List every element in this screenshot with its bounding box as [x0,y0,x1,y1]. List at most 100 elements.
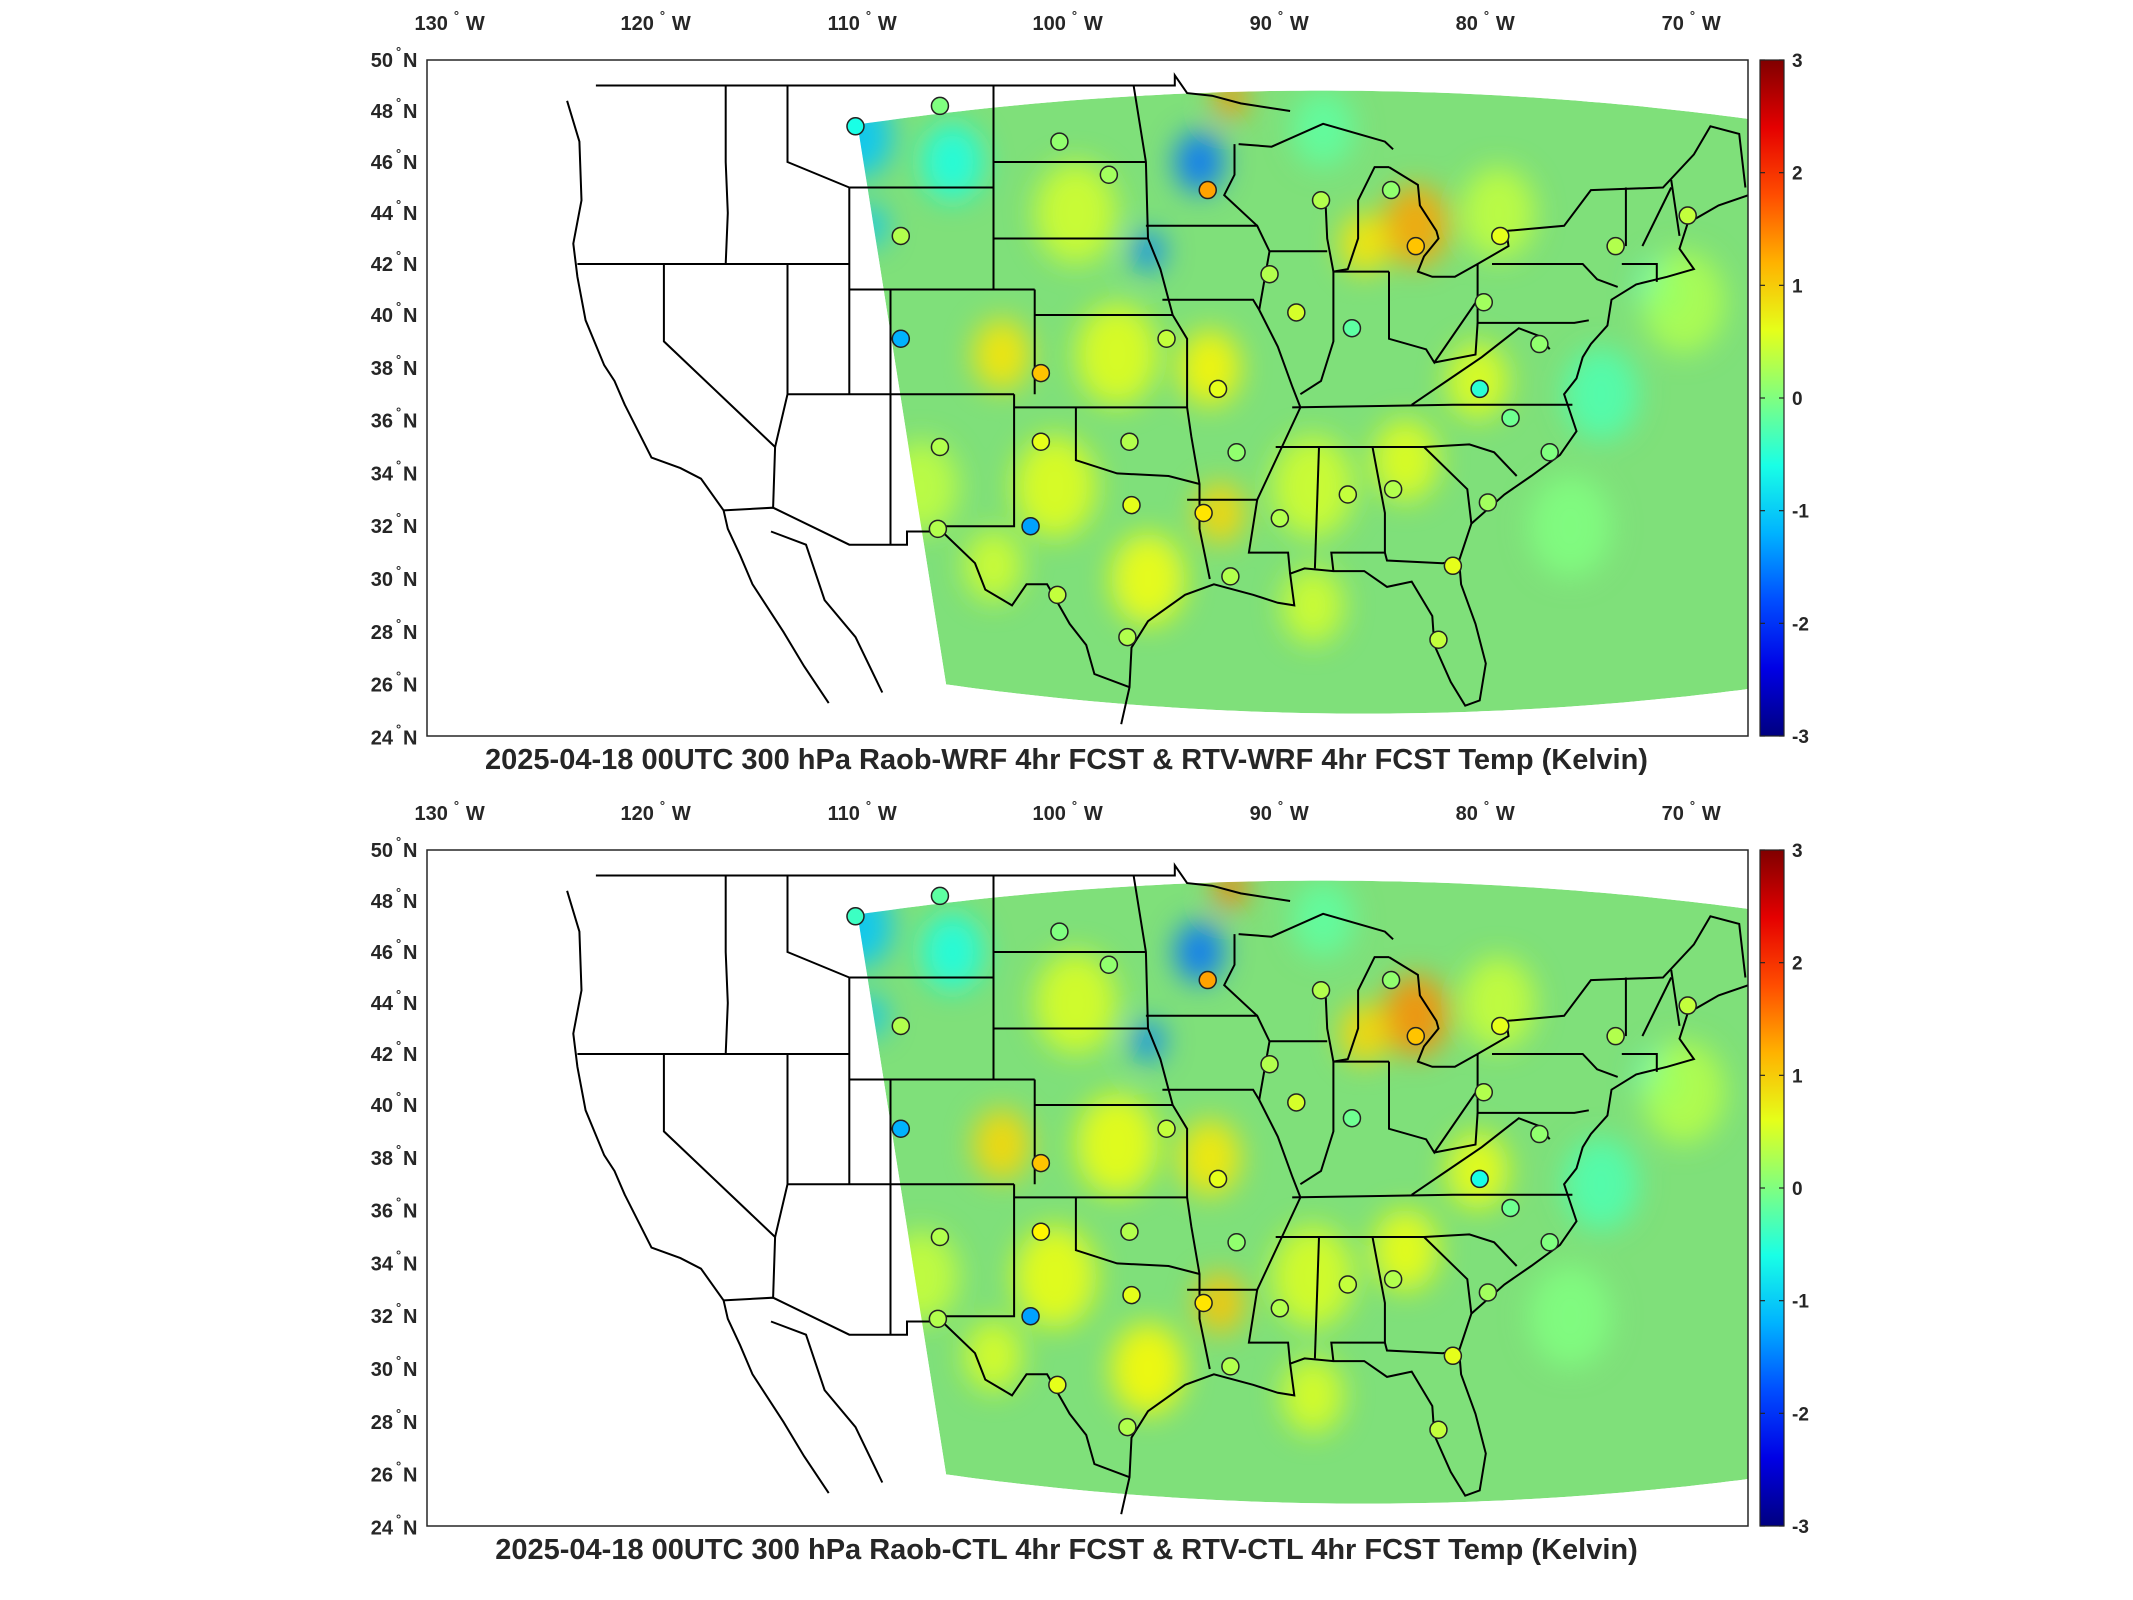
field-anomaly [1174,921,1225,983]
lat-tick-label: 28 [371,1412,393,1434]
station-marker [846,117,865,136]
station-marker [928,519,948,539]
field-anomaly [964,1320,1023,1392]
lat-tick-dir: N [403,727,417,749]
field-anomaly [1372,419,1439,502]
lat-tick-label: 24 [371,1517,394,1539]
station-marker [1270,1299,1290,1318]
degree-symbol: ° [396,563,401,578]
colorbar-tick-label: 0 [1792,1179,1803,1200]
lat-tick-label: 46 [371,152,393,174]
station-marker [930,437,950,457]
station-marker [1338,485,1358,504]
boundary-line [770,530,884,693]
lat-tick-dir: N [403,942,417,964]
lon-tick-label: 80 [1456,13,1478,35]
field-anomaly [1281,1357,1344,1434]
field-anomaly [1564,1138,1639,1231]
boundary-line [1621,1053,1658,1072]
boundary-line [1120,984,1748,1515]
station-marker [1031,363,1051,383]
field-anomaly [1529,475,1612,578]
lat-tick-label: 28 [371,622,393,644]
boundary-line [1641,977,1673,1037]
degree-symbol: ° [396,834,401,849]
station-marker [1122,495,1141,515]
station-marker [930,1227,950,1247]
boundary-line [1299,271,1335,396]
field-anomaly [1292,90,1354,168]
boundary-line [1492,263,1619,288]
field-anomaly [1461,167,1536,259]
lat-tick-dir: N [403,1253,417,1275]
degree-symbol: ° [1484,8,1489,23]
degree-symbol: ° [396,1247,401,1262]
station-marker [1050,132,1069,151]
lon-tick-dir: W [1290,803,1309,825]
degree-symbol: ° [396,1089,401,1104]
station-marker [1338,1275,1358,1294]
boundary-line [1145,1014,1328,1043]
station-marker [1157,1119,1176,1139]
panel-title-bottom: 2025-04-18 00UTC 300 hPa Raob-CTL 4hr FC… [495,1534,1638,1566]
lon-tick-dir: W [672,13,691,35]
station-marker [1470,1169,1489,1189]
lat-tick-dir: N [403,840,417,862]
lon-tick-dir: W [1496,803,1515,825]
boundaries [566,72,1748,725]
boundary-line [662,264,776,448]
station-marker [1221,567,1240,586]
station-marker [928,1309,948,1329]
lat-tick-dir: N [403,1306,417,1328]
station-marker [891,329,911,349]
map-figure-bottom: 130 ° W 120 ° W 110 ° W 100 ° W 90 ° W 80 ° W 70 ° W50 ° N48 ° N… [371,798,1810,1539]
colorbar-tick-label: -3 [1792,1517,1809,1538]
lat-tick-label: 50 [371,50,393,72]
lon-tick-label: 130 [415,803,448,825]
station-marker [1383,479,1403,499]
station-marker [1194,1293,1213,1313]
station-marker [1118,1417,1137,1437]
field-anomaly [1642,1041,1725,1144]
colorbar-tick-label: -1 [1792,1292,1809,1313]
degree-symbol: ° [396,1142,401,1157]
field-anomaly [1339,1003,1390,1065]
field-anomaly [1271,435,1355,538]
degree-symbol: ° [396,1459,401,1474]
lat-tick-dir: N [403,1095,417,1117]
lat-tick-dir: N [403,203,417,225]
boundary-line [1313,446,1320,569]
temperature-field [857,880,1748,1504]
boundary-line [724,85,729,265]
station-marker [1474,293,1494,312]
station-marker [1406,236,1426,256]
field-anomaly [964,530,1023,602]
station-marker [1474,1083,1494,1102]
degree-symbol: ° [396,1406,401,1421]
lat-tick-label: 42 [371,254,393,276]
station-marker [1031,1153,1051,1173]
degree-symbol: ° [396,1300,401,1315]
lat-tick-label: 26 [371,675,393,697]
boundary-line [595,72,1291,112]
field-anomaly [972,318,1031,391]
boundary-line [1275,443,1518,477]
lat-tick-label: 34 [371,1253,394,1275]
boundary-line [770,1320,884,1483]
lat-tick-dir: N [403,622,417,644]
colorbar-tick-label: -2 [1792,1404,1809,1425]
lat-tick-dir: N [403,50,417,72]
boundary-line [1275,1233,1518,1267]
station-marker [891,226,911,246]
station-marker [1208,1169,1228,1189]
lon-tick-dir: W [466,13,485,35]
lon-tick-dir: W [1702,803,1721,825]
lon-tick-label: 110 [828,13,860,35]
station-marker [1540,443,1559,462]
station-marker [1678,206,1697,225]
station-marker [891,1119,911,1139]
degree-symbol: ° [866,798,871,813]
station-marker [1501,1198,1520,1218]
station-marker [1429,1420,1448,1439]
map-panel-top: 130 ° W 120 ° W 110 ° W 100 ° W 90 ° W 80 ° W 70 ° W 50 ° N 48 ° N… [371,8,1810,776]
